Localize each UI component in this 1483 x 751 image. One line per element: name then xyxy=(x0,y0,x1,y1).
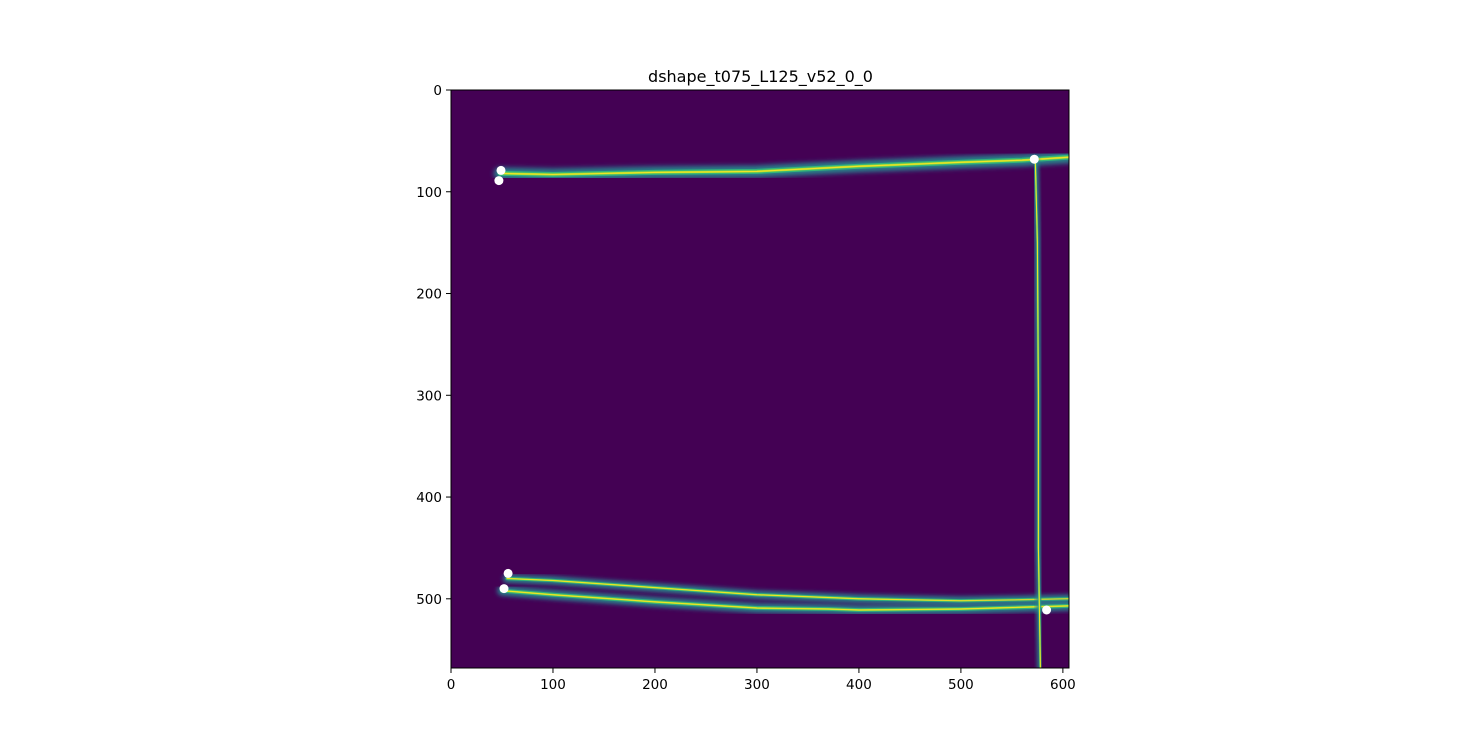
y-axis: 0 100 200 300 400 500 xyxy=(416,83,451,608)
x-tick-label-600: 600 xyxy=(1050,677,1076,693)
plot-area xyxy=(450,89,1070,669)
x-tick-label-100: 100 xyxy=(540,677,566,693)
plot-frame xyxy=(450,89,1070,669)
trace-3-band-5 xyxy=(501,590,1069,611)
traces-layer xyxy=(492,150,1069,668)
x-axis: 0 100 200 300 400 500 600 xyxy=(447,668,1076,693)
markers-layer xyxy=(494,154,1052,615)
x-tick-label-300: 300 xyxy=(744,677,770,693)
marker-point-1 xyxy=(496,165,506,175)
y-tick-label-100: 100 xyxy=(416,185,442,201)
trace-2 xyxy=(502,573,1069,606)
y-tick-label-500: 500 xyxy=(416,592,442,608)
x-tick-label-500: 500 xyxy=(948,677,974,693)
marker-point-3 xyxy=(1029,154,1039,164)
heatmap-background xyxy=(451,90,1069,668)
y-tick-label-300: 300 xyxy=(416,388,442,404)
chart-title: dshape_t075_L125_v52_0_0 xyxy=(648,67,873,87)
marker-point-4 xyxy=(503,568,513,578)
x-tick-label-0: 0 xyxy=(447,677,456,693)
marker-point-6 xyxy=(1042,605,1052,615)
trace-1-band-5 xyxy=(499,156,1069,176)
y-tick-label-400: 400 xyxy=(416,490,442,506)
marker-point-5 xyxy=(499,584,509,594)
trace-1 xyxy=(492,150,1069,182)
x-tick-label-400: 400 xyxy=(846,677,872,693)
y-tick-label-0: 0 xyxy=(433,83,442,99)
x-tick-label-200: 200 xyxy=(642,677,668,693)
trace-3 xyxy=(496,585,1069,616)
trace-2-band-5 xyxy=(506,578,1069,602)
trace-4-band-5 xyxy=(1034,158,1041,668)
trace-4 xyxy=(1032,156,1044,668)
marker-point-2 xyxy=(494,176,504,186)
y-tick-label-200: 200 xyxy=(416,287,442,303)
